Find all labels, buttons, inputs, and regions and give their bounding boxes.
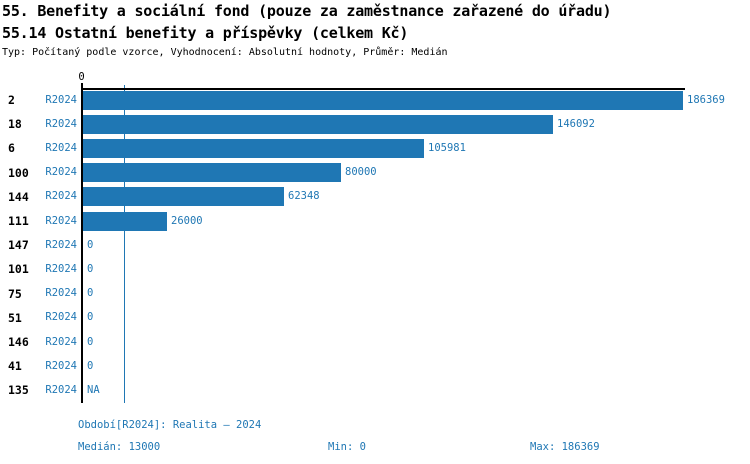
value-label: NA (87, 383, 100, 396)
footer-max: Max: 186369 (530, 441, 600, 453)
series-label: R2024 (45, 359, 77, 372)
value-label: 80000 (345, 166, 377, 179)
x-axis-line (81, 88, 685, 90)
series-label: R2024 (45, 166, 77, 179)
series-label: R2024 (45, 238, 77, 251)
series-label: R2024 (45, 287, 77, 300)
value-label: 0 (87, 311, 94, 324)
category-label: 147 (8, 238, 29, 253)
series-label: R2024 (45, 311, 77, 324)
category-label: 101 (8, 262, 29, 277)
report-meta: Typ: Počítaný podle vzorce, Vyhodnocení:… (2, 47, 448, 58)
bar-chart: 0 2 R2024 186369 18 R2024 146092 6 R2024 105981 1… (8, 71, 725, 403)
category-label: 111 (8, 214, 29, 228)
value-label: 186369 (687, 93, 725, 106)
category-label: 75 (8, 286, 22, 301)
median-reference-line (123, 85, 126, 403)
category-label: 18 (8, 117, 22, 132)
category-label: 2 (8, 93, 15, 107)
series-label: R2024 (45, 190, 77, 203)
report-title: 55. Benefity a sociální fond (pouze za z… (2, 2, 612, 20)
bar (83, 163, 341, 183)
bar (83, 138, 424, 158)
category-label: 51 (8, 310, 22, 325)
series-label: R2024 (45, 93, 77, 106)
series-label: R2024 (45, 262, 77, 275)
series-label: R2024 (45, 141, 77, 154)
series-label: R2024 (45, 117, 77, 130)
value-label: 0 (87, 262, 94, 275)
category-label: 100 (8, 165, 29, 180)
y-axis-line (81, 88, 83, 403)
category-label: 41 (8, 359, 22, 374)
value-label: 0 (87, 238, 94, 251)
value-label: 0 (87, 335, 94, 348)
category-label: 135 (8, 383, 29, 398)
category-label: 6 (8, 141, 15, 156)
value-label: 0 (87, 359, 94, 372)
category-label: 144 (8, 189, 29, 204)
series-label: R2024 (45, 383, 77, 396)
value-label: 0 (87, 287, 94, 300)
footer-min: Min: 0 (328, 441, 366, 453)
bar (83, 90, 683, 110)
x-axis-tick (81, 83, 83, 88)
footer-median: Medián: 13000 (78, 441, 161, 453)
value-label: 146092 (557, 117, 595, 130)
category-label: 146 (8, 335, 29, 349)
report-subtitle: 55.14 Ostatní benefity a příspěvky (celk… (2, 24, 409, 42)
series-label: R2024 (45, 214, 77, 227)
value-label: 26000 (171, 214, 203, 227)
bar (83, 114, 553, 134)
value-label: 62348 (288, 190, 320, 203)
footer-period: Období[R2024]: Realita – 2024 (78, 419, 262, 431)
series-label: R2024 (45, 335, 77, 348)
bar (83, 187, 284, 207)
x-axis-tick-label: 0 (78, 71, 85, 83)
value-label: 105981 (428, 141, 466, 154)
bar (83, 211, 167, 231)
